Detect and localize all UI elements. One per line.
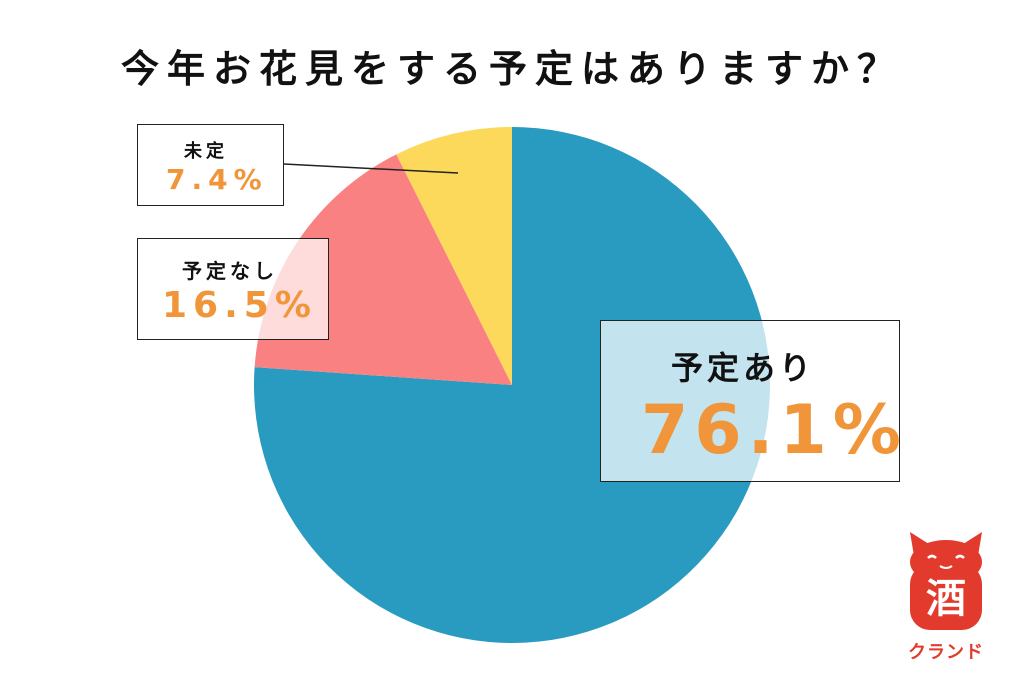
slice-label-yotei-nashi: 予定なし [182, 259, 278, 283]
label-box-yotei-ari: 予定あり 76.1% [600, 320, 901, 482]
pie-slice-yotei-ari [253, 127, 770, 643]
slice-label-mitei: 未定 [184, 141, 228, 162]
pie-slice-mitei [396, 127, 512, 385]
slice-label-yotei-ari: 予定あり [671, 349, 816, 387]
label-box-mitei: 未定 7.4% [137, 124, 284, 206]
slice-value-yotei-nashi: 16.5% [162, 285, 317, 326]
brand-logo: 酒 クランド [900, 528, 992, 668]
maneki-cat-icon [910, 532, 982, 630]
label-box-yotei-nashi: 予定なし 16.5% [137, 238, 329, 340]
slice-value-mitei: 7.4% [166, 163, 268, 196]
mitei-leader-line [283, 163, 459, 174]
logo-kanji: 酒 [926, 576, 966, 622]
slice-value-yotei-ari: 76.1% [641, 391, 907, 470]
chart-title: 今年お花見をする予定はありますか？ [120, 47, 903, 91]
logo-text: クランド [908, 642, 984, 663]
